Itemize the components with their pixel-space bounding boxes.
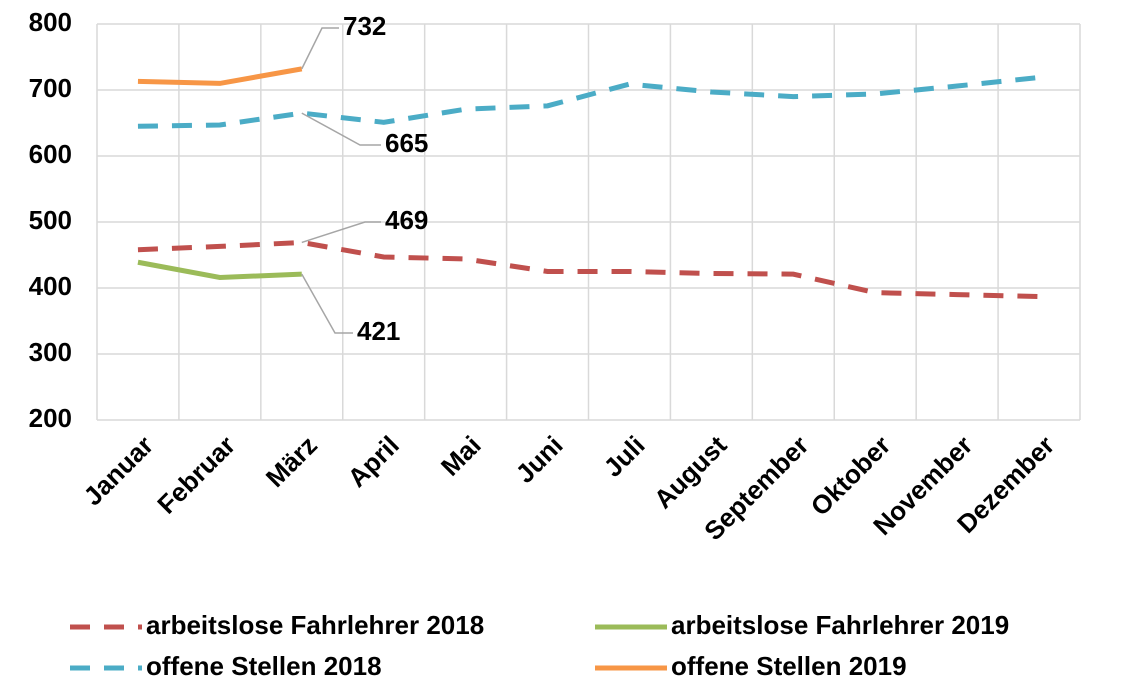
- legend-label: arbeitslose Fahrlehrer 2019: [671, 610, 1009, 640]
- legend-label: offene Stellen 2019: [671, 651, 907, 681]
- y-tick-label: 800: [29, 7, 72, 37]
- legend-label: arbeitslose Fahrlehrer 2018: [146, 610, 484, 640]
- x-tick-label: Januar: [78, 430, 160, 512]
- series-line: [137, 66, 303, 86]
- leader-line: [301, 273, 353, 334]
- x-tick-label: Mai: [435, 430, 487, 482]
- series-line: [137, 259, 302, 280]
- legend-label: offene Stellen 2018: [146, 651, 382, 681]
- x-tick-label: Februar: [151, 430, 241, 520]
- series-line: [137, 74, 1040, 129]
- y-tick-label: 500: [29, 205, 72, 235]
- data-label: 732: [343, 11, 386, 41]
- y-tick-label: 700: [29, 73, 72, 103]
- x-tick-label: März: [260, 430, 323, 493]
- data-label: 421: [357, 316, 400, 346]
- y-tick-label: 400: [29, 271, 72, 301]
- x-tick-label: Juni: [510, 430, 569, 489]
- y-tick-label: 300: [29, 337, 72, 367]
- x-tick-label: Juli: [598, 430, 651, 483]
- leader-line: [301, 112, 381, 146]
- x-tick-label: April: [342, 430, 405, 493]
- y-tick-label: 600: [29, 139, 72, 169]
- data-label: 469: [385, 205, 428, 235]
- series-line: [137, 239, 1040, 300]
- data-label: 665: [385, 128, 428, 158]
- y-tick-label: 200: [29, 403, 72, 433]
- leader-line: [301, 27, 339, 70]
- leader-line: [301, 221, 381, 244]
